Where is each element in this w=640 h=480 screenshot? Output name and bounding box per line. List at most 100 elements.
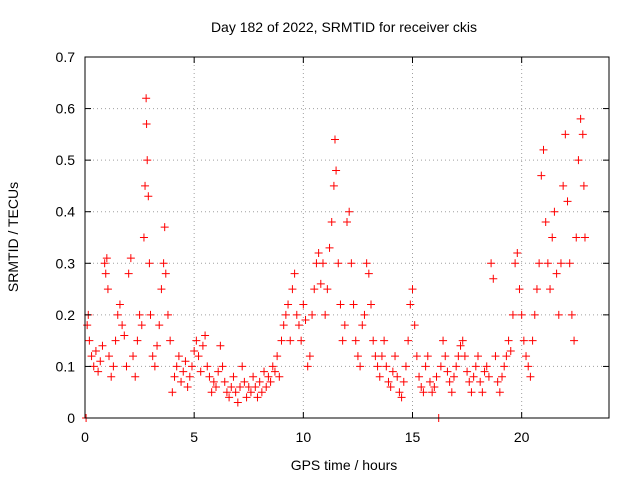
- data-point: [469, 372, 478, 381]
- data-point: [288, 285, 297, 294]
- data-point: [482, 362, 491, 371]
- data-point: [452, 362, 461, 371]
- data-point: [395, 388, 404, 397]
- data-point: [441, 352, 450, 361]
- data-point: [334, 259, 343, 268]
- chart-title: Day 182 of 2022, SRMTID for receiver cki…: [211, 19, 477, 35]
- data-point: [356, 362, 365, 371]
- data-point: [314, 248, 323, 257]
- data-point: [408, 285, 417, 294]
- data-point: [107, 372, 116, 381]
- data-point: [550, 207, 559, 216]
- data-point: [463, 367, 472, 376]
- data-point: [373, 362, 382, 371]
- data-point: [294, 321, 303, 330]
- data-point: [539, 145, 548, 154]
- data-point: [554, 310, 563, 319]
- data-point: [358, 321, 367, 330]
- data-point: [391, 352, 400, 361]
- data-point: [498, 372, 507, 381]
- data-point: [198, 341, 207, 350]
- x-tick-label: 5: [190, 429, 198, 445]
- data-point: [456, 341, 465, 350]
- data-point: [275, 372, 284, 381]
- data-point: [423, 352, 432, 361]
- data-point: [96, 357, 105, 366]
- data-point: [185, 372, 194, 381]
- data-point: [362, 259, 371, 268]
- data-point: [126, 254, 135, 263]
- data-point: [159, 259, 168, 268]
- data-point: [216, 341, 225, 350]
- data-point: [255, 377, 264, 386]
- data-point: [443, 367, 452, 376]
- data-point: [382, 362, 391, 371]
- data-point: [286, 336, 295, 345]
- data-point: [124, 269, 133, 278]
- data-point: [511, 259, 520, 268]
- data-point: [318, 259, 327, 268]
- data-point: [487, 259, 496, 268]
- data-point: [565, 259, 574, 268]
- data-point: [364, 269, 373, 278]
- data-point: [142, 120, 151, 129]
- data-point: [129, 352, 138, 361]
- data-point: [257, 388, 266, 397]
- data-point: [384, 377, 393, 386]
- data-point: [281, 310, 290, 319]
- data-point: [148, 352, 157, 361]
- data-point: [515, 285, 524, 294]
- data-point: [380, 336, 389, 345]
- y-tick-label: 0: [67, 410, 75, 426]
- data-point: [174, 352, 183, 361]
- data-point: [260, 367, 269, 376]
- y-tick-label: 0.4: [56, 204, 76, 220]
- data-point: [109, 362, 118, 371]
- data-point: [360, 310, 369, 319]
- data-point: [541, 218, 550, 227]
- data-point: [270, 367, 279, 376]
- data-point: [410, 321, 419, 330]
- data-point: [240, 377, 249, 386]
- data-point: [377, 352, 386, 361]
- y-tick-label: 0.5: [56, 152, 76, 168]
- data-point: [579, 181, 588, 190]
- y-axis-ticks: 0 0.1 0.2 0.3 0.4 0.5 0.6 0.7: [56, 49, 609, 426]
- data-point: [187, 362, 196, 371]
- data-point: [332, 166, 341, 175]
- data-point: [253, 393, 262, 402]
- data-point: [526, 372, 535, 381]
- data-point: [218, 362, 227, 371]
- data-point: [303, 362, 312, 371]
- data-point: [192, 336, 201, 345]
- data-point: [225, 393, 234, 402]
- data-point: [567, 310, 576, 319]
- data-point: [491, 352, 500, 361]
- data-point: [528, 336, 537, 345]
- data-point: [415, 372, 424, 381]
- data-point: [465, 377, 474, 386]
- data-point: [98, 341, 107, 350]
- data-point: [561, 130, 570, 139]
- data-point: [264, 372, 273, 381]
- data-point: [460, 352, 469, 361]
- data-point: [207, 388, 216, 397]
- data-point: [574, 156, 583, 165]
- data-point: [139, 233, 148, 242]
- data-point: [131, 372, 140, 381]
- data-point: [336, 300, 345, 309]
- data-point: [181, 357, 190, 366]
- data-point: [421, 362, 430, 371]
- y-tick-label: 0.1: [56, 358, 76, 374]
- data-point: [214, 367, 223, 376]
- data-point: [153, 341, 162, 350]
- plot-frame: [84, 56, 610, 419]
- data-point: [172, 362, 181, 371]
- data-point: [388, 367, 397, 376]
- data-point: [166, 336, 175, 345]
- data-point: [145, 259, 154, 268]
- data-point: [401, 362, 410, 371]
- data-point: [220, 377, 229, 386]
- data-point: [478, 388, 487, 397]
